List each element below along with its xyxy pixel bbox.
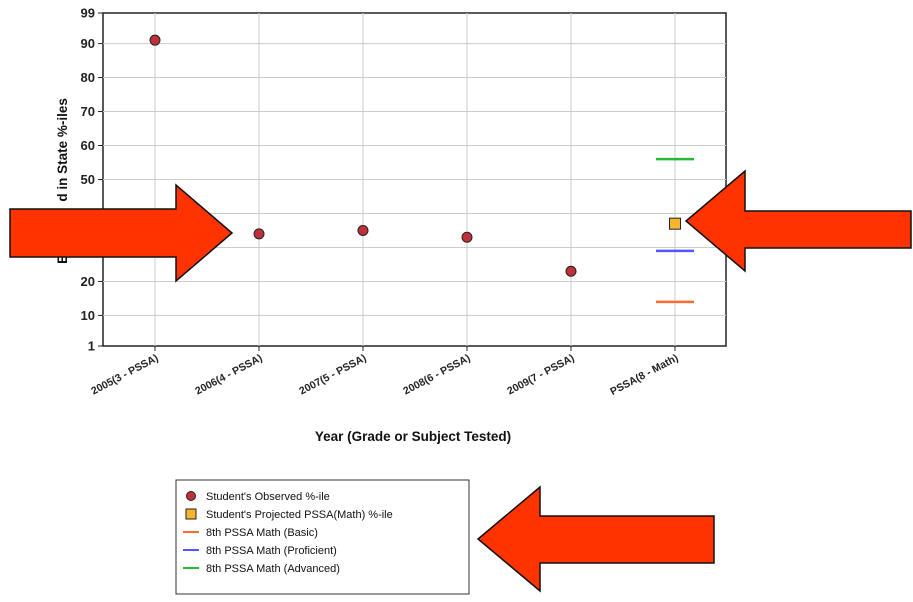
- observed-point: [357, 224, 369, 236]
- x-tick-label: 2009(7 - PSSA): [505, 352, 576, 397]
- legend-square-marker: [185, 508, 197, 520]
- y-tick-label: 99: [81, 6, 95, 21]
- legend-item: 8th PSSA Math (Advanced): [183, 563, 340, 575]
- legend-item: 8th PSSA Math (Basic): [183, 527, 318, 539]
- y-tick-label: 1: [88, 339, 95, 354]
- y-tick-label: 60: [81, 138, 95, 153]
- observed-point: [565, 265, 577, 277]
- annotation-arrows: [9, 169, 912, 593]
- data-marks: [149, 34, 694, 304]
- legend-label: Student's Observed %-ile: [206, 491, 330, 503]
- legend-item: 8th PSSA Math (Proficient): [183, 545, 337, 557]
- x-tick-label: 2008(6 - PSSA): [401, 352, 472, 397]
- y-tick-label: 50: [81, 172, 95, 187]
- x-tick-label: 2005(3 - PSSA): [89, 352, 160, 397]
- plot-area: [102, 12, 727, 347]
- projected-point: [669, 217, 681, 230]
- legend-arrow-left-pointing: [476, 485, 715, 593]
- y-tick-label: 20: [81, 274, 95, 289]
- left-arrow-right-pointing: [9, 183, 234, 283]
- x-tick-label: 2006(4 - PSSA): [193, 352, 264, 397]
- y-tick-label: 80: [81, 70, 95, 85]
- legend-label: Student's Projected PSSA(Math) %-ile: [206, 509, 393, 521]
- y-axis-ticks: 110203040506070809099: [81, 6, 103, 354]
- x-tick-label: PSSA(8 - Math): [608, 352, 680, 398]
- x-axis-ticks: 2005(3 - PSSA) 2006(4 - PSSA) 2007(5 - PSS…: [89, 346, 680, 398]
- right-arrow-left-pointing: [684, 169, 912, 273]
- y-tick-label: 90: [81, 36, 95, 51]
- legend-item: Student's Observed %-ile: [186, 491, 330, 503]
- x-axis-label: Year (Grade or Subject Tested): [315, 429, 511, 444]
- y-tick-label: 10: [81, 308, 95, 323]
- legend-label: 8th PSSA Math (Basic): [206, 527, 318, 539]
- y-tick-label: 70: [81, 104, 95, 119]
- observed-point: [149, 34, 161, 46]
- legend-label: 8th PSSA Math (Advanced): [206, 563, 340, 575]
- legend: Student's Observed %-ile Student's Projec…: [175, 479, 470, 595]
- legend-box: [175, 479, 470, 595]
- observed-point: [461, 231, 473, 243]
- legend-circle-marker: [186, 491, 196, 501]
- legend-label: 8th PSSA Math (Proficient): [206, 545, 337, 557]
- observed-point: [253, 228, 265, 240]
- x-tick-label: 2007(5 - PSSA): [297, 352, 368, 397]
- legend-item: Student's Projected PSSA(Math) %-ile: [185, 508, 393, 521]
